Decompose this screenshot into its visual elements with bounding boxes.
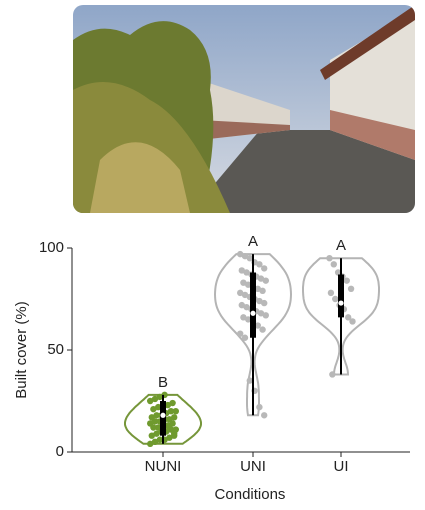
- figure: Conditions Built cover (%) 0 50 100 NUNI B UN…: [0, 0, 425, 505]
- data-point: [173, 408, 179, 414]
- data-point: [344, 277, 350, 283]
- data-point: [171, 430, 177, 436]
- data-point: [242, 335, 248, 341]
- data-point: [263, 277, 269, 283]
- data-point: [261, 265, 267, 271]
- data-point: [349, 318, 355, 324]
- data-point: [263, 312, 269, 318]
- data-point: [328, 290, 334, 296]
- median: [160, 413, 165, 418]
- data-point: [259, 326, 265, 332]
- group-letter: A: [248, 233, 258, 250]
- y-axis-label: Built cover (%): [13, 301, 30, 399]
- y-tick-label: 100: [39, 239, 64, 256]
- x-axis-label: Conditions: [215, 486, 286, 503]
- x-tick-label: UI: [334, 458, 349, 475]
- data-point: [326, 255, 332, 261]
- x-tick-label: UNI: [240, 458, 266, 475]
- data-point: [329, 371, 335, 377]
- data-point: [261, 412, 267, 418]
- data-point: [166, 424, 172, 430]
- data-point: [171, 414, 177, 420]
- x-tick-label: NUNI: [145, 458, 182, 475]
- data-point: [332, 296, 338, 302]
- data-point: [259, 288, 265, 294]
- median: [338, 300, 343, 305]
- y-tick-label: 50: [47, 341, 64, 358]
- group-letter: B: [158, 374, 168, 391]
- photo: [73, 5, 415, 213]
- median: [250, 311, 255, 316]
- group-letter: A: [336, 237, 346, 254]
- data-point: [169, 400, 175, 406]
- data-point: [331, 261, 337, 267]
- data-point: [348, 286, 354, 292]
- data-point: [261, 300, 267, 306]
- data-point: [256, 404, 262, 410]
- y-tick-label: 0: [56, 443, 64, 460]
